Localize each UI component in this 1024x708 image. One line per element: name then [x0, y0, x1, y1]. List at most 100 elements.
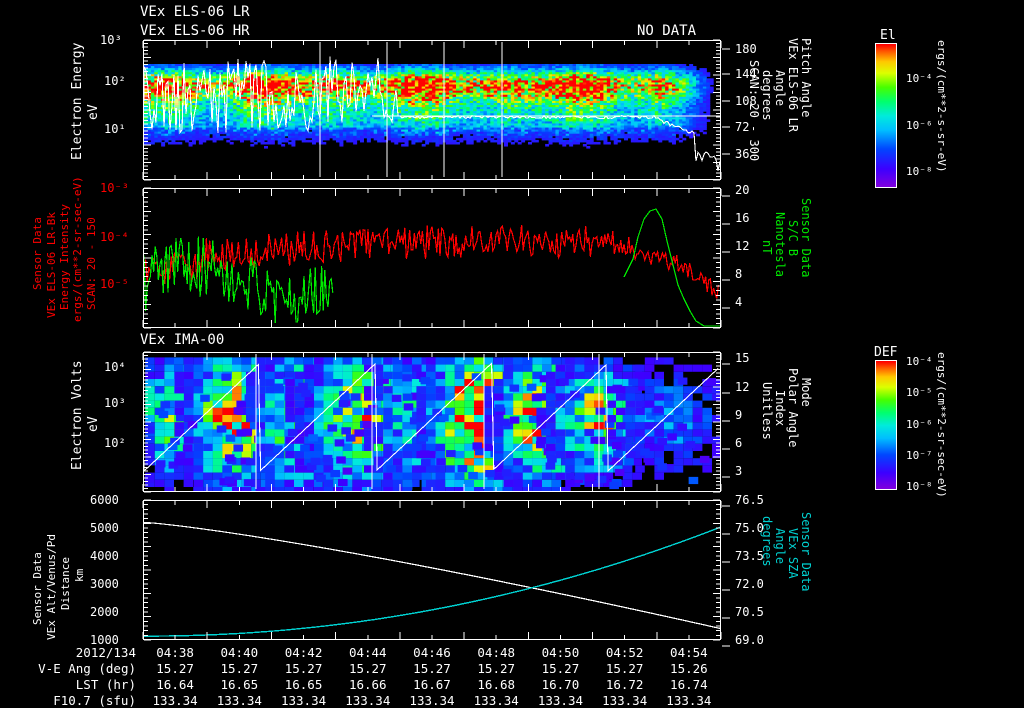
bottom-cell-r3-c5: 133.34: [473, 693, 519, 708]
p4-ytick-2: 4000: [90, 549, 119, 563]
bottom-cell-r1-c2: 15.27: [284, 661, 323, 676]
panel-4-lineplot[interactable]: [143, 500, 721, 640]
colorbar-2-title: DEF: [874, 345, 898, 360]
bottom-cell-r1-c1: 15.27: [220, 661, 259, 676]
p2-ylabel-4: SCAN: 20 - 150: [85, 217, 98, 310]
p2-y2tick-1: 16: [735, 211, 750, 225]
p4-y2label-3: degrees: [760, 516, 774, 567]
bottom-cell-r2-c7: 16.72: [605, 677, 644, 692]
panel-4-plot-area: [144, 521, 720, 637]
p1-y2label-3: degrees: [760, 70, 774, 121]
bottom-cell-r3-c8: 133.34: [666, 693, 712, 708]
p2-y2label-1: S/C B: [786, 220, 800, 257]
p4-y2label-1: VEx SZA: [786, 528, 800, 579]
panel-1-plot-area: [144, 42, 720, 177]
p4-y2label-2: Angle: [773, 528, 787, 565]
bottom-cell-r2-c8: 16.74: [670, 677, 708, 692]
colorbar-2-unit: ergs/(cm**2-sr-sec-eV): [935, 352, 948, 498]
p1-ytick-0: 10³: [100, 33, 122, 47]
bottom-cell-r2-c0: 16.64: [156, 677, 194, 692]
p2-y2label-2: Nanotesla: [773, 212, 787, 278]
cb2-tick-0: 10⁻⁴: [906, 355, 933, 368]
bottom-cell-r0-c7: 04:52: [605, 645, 644, 660]
p2-ytick-0: 10⁻³: [100, 181, 129, 195]
bottom-cell-r1-c6: 15.27: [541, 661, 580, 676]
bottom-cell-r0-c2: 04:42: [284, 645, 323, 660]
p4-y2tick-3: 72.0: [735, 577, 764, 591]
bottom-cell-r2-c5: 16.68: [477, 677, 516, 692]
bottom-cell-r0-c1: 04:40: [220, 645, 259, 660]
p4-ytick-1: 5000: [90, 521, 119, 535]
bottom-cell-r0-c5: 04:48: [477, 645, 516, 660]
bottom-row-label-0: 2012/134: [75, 645, 136, 660]
panel-3-plot-area: [144, 354, 720, 491]
p3-y2label-0: Mode: [799, 378, 813, 407]
p1-y2label-2: Angle: [773, 70, 787, 107]
panel1-title-lr: VEx ELS-06 LR: [140, 4, 250, 20]
bottom-cell-r1-c3: 15.27: [348, 661, 387, 676]
bottom-cell-r1-c8: 15.26: [670, 661, 708, 676]
p2-y2tick-4: 4: [735, 295, 743, 309]
p4-y2tick-2: 73.5: [735, 549, 764, 563]
bottom-cell-r1-c7: 15.27: [605, 661, 644, 676]
bottom-cell-r2-c4: 16.67: [413, 677, 451, 692]
bottom-row-label-1: V-E Ang (deg): [38, 661, 136, 676]
bottom-cell-r0-c4: 04:46: [413, 645, 451, 660]
bottom-cell-r2-c1: 16.65: [220, 677, 259, 692]
p4-y2label-0: Sensor Data: [799, 512, 813, 592]
p2-y2label-0: Sensor Data: [799, 198, 813, 278]
colorbar-1: [875, 43, 897, 188]
p4-y2tick-4: 70.5: [735, 605, 764, 619]
bottom-cell-r2-c6: 16.70: [541, 677, 580, 692]
bottom-cell-r3-c7: 133.34: [602, 693, 648, 708]
cb1-tick-2: 10⁻⁸: [906, 165, 933, 178]
p3-y2label-3: Unitless: [760, 382, 774, 440]
p4-ylabel-1: VEx Alt/Venus/Pd: [45, 534, 58, 640]
p1-ytick-2: 10¹: [104, 122, 126, 136]
p1-y2label-4: SCAN: 20 - 300: [747, 60, 761, 162]
panel-1-spectrogram[interactable]: [143, 40, 721, 180]
p3-y2tick-1: 12: [735, 380, 750, 394]
p2-y2label-3: nT: [760, 240, 774, 255]
bottom-cell-r0-c8: 04:54: [670, 645, 708, 660]
p4-ytick-5: 1000: [90, 633, 119, 647]
p3-y2label-2: Index: [773, 390, 787, 427]
p3-ytick-0: 10⁴: [104, 360, 126, 374]
bottom-row-label-2: LST (hr): [75, 677, 136, 692]
bottom-cell-r2-c3: 16.66: [348, 677, 387, 692]
p2-y2tick-3: 8: [735, 267, 743, 281]
panel-2-lineplot[interactable]: [143, 188, 721, 328]
p1-ylabel-2: eV: [86, 104, 101, 120]
p1-ytick-1: 10²: [104, 74, 126, 88]
bottom-cell-r3-c1: 133.34: [216, 693, 262, 708]
panel1-title-hr: VEx ELS-06 HR: [140, 23, 250, 39]
p2-y2tick-2: 12: [735, 239, 750, 253]
bottom-row-label-3: F10.7 (sfu): [53, 693, 136, 708]
p3-y2label-1: Polar Angle: [786, 368, 800, 448]
p3-y2tick-2: 9: [735, 408, 743, 422]
p4-y2tick-1: 75.0: [735, 521, 764, 535]
p3-y2tick-3: 6: [735, 436, 743, 450]
bottom-cell-r0-c3: 04:44: [348, 645, 387, 660]
bottom-cell-r2-c2: 16.65: [284, 677, 323, 692]
p2-ylabel-1: VEx ELS-06 LR-Bk: [45, 212, 58, 318]
p1-y2tick-0: 180: [735, 42, 757, 56]
p3-ytick-2: 10²: [104, 436, 126, 450]
p2-ytick-1: 10⁻⁴: [100, 230, 129, 244]
cb2-tick-4: 10⁻⁸: [906, 480, 933, 493]
p1-y2tick-2: 108: [735, 94, 757, 108]
bottom-cell-r1-c5: 15.27: [477, 661, 516, 676]
p2-y2tick-0: 20: [735, 183, 750, 197]
p1-y2tick-3: 72: [735, 120, 750, 134]
p1-ylabel-1: Electron Energy: [70, 42, 85, 160]
p4-y2tick-0: 76.5: [735, 493, 764, 507]
panel-3-spectrogram[interactable]: [143, 352, 721, 492]
p3-y2tick-0: 15: [735, 351, 750, 365]
p1-y2label-0: Pitch Angle: [799, 38, 813, 118]
bottom-cell-r0-c0: 04:38: [156, 645, 194, 660]
bottom-cell-r1-c4: 15.27: [413, 661, 451, 676]
p2-ylabel-0: Sensor Data: [31, 217, 44, 290]
p4-ylabel-0: Sensor Data: [31, 552, 44, 625]
bottom-cell-r1-c0: 15.27: [156, 661, 194, 676]
p2-ylabel-2: Energy Intensity: [58, 204, 71, 310]
